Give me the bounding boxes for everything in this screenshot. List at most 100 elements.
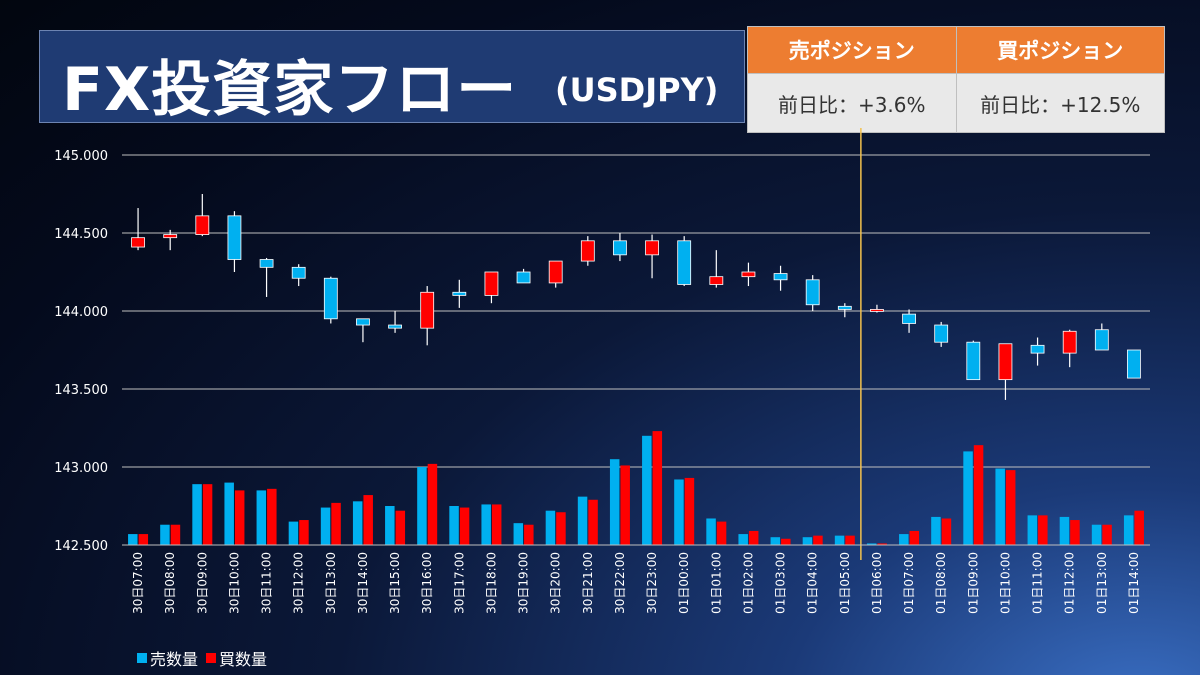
buy-volume-bar: [170, 524, 181, 545]
sell-position-change: 前日比：+3.6%: [747, 73, 957, 133]
sell-volume-bar: [513, 523, 524, 545]
candle-body: [837, 305, 852, 310]
buy-volume-bar: [299, 520, 309, 545]
candle-body: [484, 271, 499, 296]
x-tick-label: 30日18:00: [484, 552, 498, 614]
candle-body: [1094, 329, 1109, 351]
sell-volume-bar: [738, 534, 748, 545]
candle-body: [613, 240, 627, 256]
buy-volume-bar: [1005, 470, 1016, 545]
candle-body: [902, 313, 916, 324]
x-tick-label: 01日12:00: [1063, 552, 1077, 614]
sell-volume-bar: [224, 482, 234, 545]
buy-volume-legend-label: 買数量: [219, 650, 268, 669]
x-tick-label: 01日06:00: [870, 552, 884, 614]
sell-volume-bar: [160, 524, 170, 545]
buy-volume-bar: [556, 512, 566, 545]
sell-volume-bar: [192, 484, 202, 545]
sell-volume-bar: [609, 459, 620, 545]
buy-volume-bar: [813, 535, 823, 545]
buy-volume-swatch: [206, 653, 217, 663]
buy-volume-bar: [267, 488, 277, 545]
sell-volume-bar: [385, 506, 395, 545]
x-tick-label: 01日03:00: [774, 552, 788, 614]
buy-volume-bar: [363, 495, 373, 545]
sell-volume-bar: [256, 490, 267, 545]
sell-volume-bar: [931, 516, 941, 545]
x-tick-label: 30日13:00: [324, 552, 338, 614]
sell-volume-bar: [706, 518, 716, 545]
buy-volume-bar: [234, 490, 245, 545]
sell-volume-bar: [449, 506, 459, 545]
sell-volume-bar: [995, 468, 1005, 545]
y-tick-label: 142.500: [54, 539, 108, 554]
buy-volume-bar: [941, 518, 952, 545]
buy-volume-bar: [716, 521, 727, 545]
sell-volume-bar: [770, 537, 781, 545]
sell-volume-bar: [1091, 524, 1102, 545]
sell-volume-bar: [481, 504, 491, 545]
candle-body: [227, 215, 242, 260]
x-tick-label: 01日04:00: [806, 552, 820, 614]
candle-body: [998, 343, 1013, 381]
candle-body: [677, 240, 692, 285]
buy-volume-bar: [684, 477, 695, 545]
x-tick-label: 01日05:00: [838, 552, 852, 614]
x-tick-label: 30日22:00: [613, 552, 627, 614]
x-tick-label: 01日11:00: [1031, 552, 1045, 614]
candle-body: [323, 277, 338, 320]
x-tick-label: 01日00:00: [677, 552, 691, 614]
x-tick-label: 01日08:00: [934, 552, 948, 614]
x-tick-label: 01日07:00: [902, 552, 916, 614]
candle-body: [741, 271, 756, 278]
position-table: 売ポジション 買ポジション 前日比：+3.6% 前日比：+12.5%: [747, 26, 1165, 133]
candle-body: [420, 291, 435, 329]
buy-volume-bar: [1134, 510, 1144, 545]
sell-volume-bar: [802, 537, 813, 545]
x-tick-label: 01日14:00: [1127, 552, 1141, 614]
buy-volume-bar: [1038, 515, 1048, 545]
sell-volume-bar: [288, 521, 299, 545]
x-tick-label: 30日15:00: [388, 552, 402, 614]
x-tick-label: 30日23:00: [645, 552, 659, 614]
candle-body: [1062, 330, 1077, 354]
candle-body: [291, 266, 306, 279]
sell-volume-swatch: [137, 653, 147, 663]
sell-volume-bar: [642, 435, 652, 545]
x-tick-label: 30日08:00: [163, 552, 177, 614]
buy-volume-bar: [395, 510, 406, 545]
buy-volume-bar: [620, 465, 630, 545]
sell-volume-bar: [320, 507, 331, 545]
buy-volume-bar: [427, 463, 438, 545]
sell-volume-bar: [577, 496, 588, 545]
buy-volume-bar: [331, 502, 341, 545]
candle-body: [709, 276, 724, 285]
x-tick-label: 01日01:00: [709, 552, 723, 614]
buy-volume-bar: [524, 524, 534, 545]
y-tick-label: 143.000: [54, 461, 108, 476]
x-tick-label: 01日10:00: [998, 552, 1012, 614]
candle-body: [934, 324, 949, 343]
sell-volume-bar: [352, 501, 363, 545]
sell-volume-bar: [1059, 516, 1070, 545]
candle-body: [645, 240, 659, 256]
candle-body: [163, 234, 178, 239]
buy-volume-bar: [845, 535, 855, 545]
sell-volume-bar: [545, 510, 556, 545]
x-tick-label: 30日09:00: [195, 552, 209, 614]
buy-volume-bar: [138, 534, 149, 545]
buy-volume-bar: [781, 538, 791, 545]
y-tick-label: 144.000: [54, 305, 108, 320]
x-tick-label: 01日13:00: [1095, 552, 1109, 614]
buy-volume-bar: [588, 499, 598, 545]
candle-body: [548, 260, 563, 284]
sell-volume-bar: [1123, 515, 1134, 545]
buy-volume-bar: [1070, 520, 1080, 545]
candle-body: [966, 341, 981, 381]
x-tick-label: 01日02:00: [741, 552, 755, 614]
buy-volume-bar: [652, 431, 663, 545]
sell-volume-bar: [834, 535, 845, 545]
buy-volume-bar: [1102, 524, 1112, 545]
candle-body: [805, 279, 820, 306]
